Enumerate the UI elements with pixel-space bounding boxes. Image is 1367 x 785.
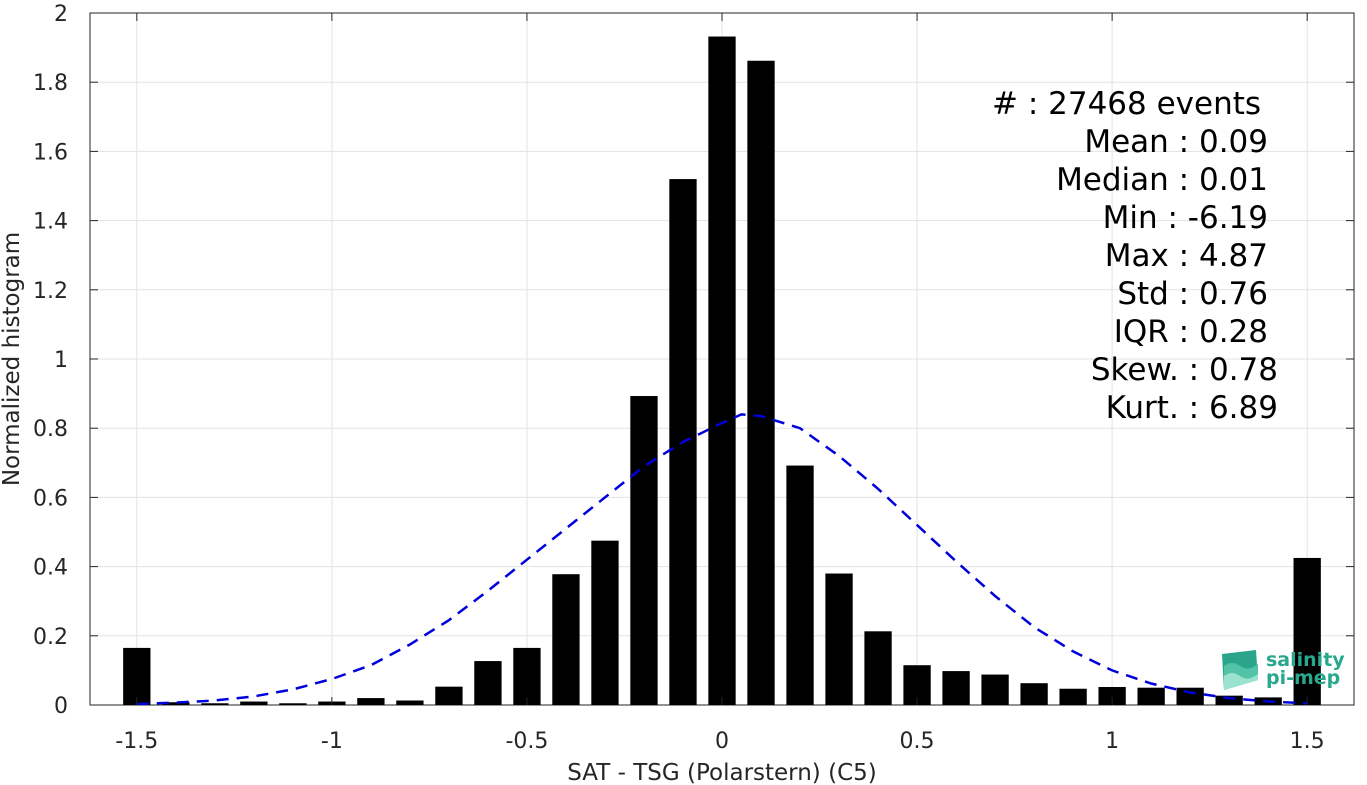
bar [396, 700, 424, 705]
y-tick-label: 0 [54, 694, 68, 719]
bar [591, 540, 619, 705]
y-tick-label: 0.2 [33, 625, 68, 650]
bar [240, 701, 268, 705]
x-axis-label: SAT - TSG (Polarstern) (C5) [567, 760, 876, 785]
stat-std: Std : 0.76 [1117, 276, 1268, 312]
y-tick-label: 2 [54, 2, 68, 27]
bar [513, 647, 541, 705]
logo-text-line1: salinity [1266, 649, 1345, 671]
x-tick-label: 0.5 [900, 729, 935, 754]
bar [786, 465, 814, 705]
y-tick-label: 1.8 [33, 71, 68, 96]
y-tick-label: 0.8 [33, 417, 68, 442]
stat-max: Max : 4.87 [1104, 238, 1268, 274]
y-tick-label: 1.4 [33, 210, 68, 235]
bar [630, 396, 658, 705]
x-tick-label: 0 [715, 729, 729, 754]
y-tick-label: 0.6 [33, 486, 68, 511]
y-tick-label: 1.2 [33, 279, 68, 304]
bar [552, 574, 580, 705]
x-tick-label: 1.5 [1290, 729, 1325, 754]
bar [474, 661, 502, 705]
y-tick-label: 1.6 [33, 140, 68, 165]
x-axis-ticks: -1.5 -1 -0.5 0 0.5 1 1.5 [115, 13, 1325, 754]
bar [1098, 687, 1126, 705]
bar [1020, 683, 1048, 705]
bar [1176, 687, 1204, 705]
bar [201, 703, 229, 705]
x-tick-label: -0.5 [505, 729, 548, 754]
bar [357, 698, 385, 705]
bar [435, 686, 463, 705]
logo-text-line2: pi-mep [1266, 667, 1341, 689]
bar [1293, 557, 1321, 705]
y-axis-label: Normalized histogram [0, 232, 25, 486]
bar [1059, 688, 1087, 705]
salinity-pimep-logo: salinity pi-mep [1216, 646, 1356, 696]
bar [981, 674, 1009, 705]
bar-series [123, 36, 1321, 706]
bar [825, 573, 853, 705]
y-tick-label: 1 [54, 348, 68, 373]
stat-iqr: IQR : 0.28 [1113, 314, 1268, 350]
stat-mean: Mean : 0.09 [1084, 124, 1268, 160]
y-axis-ticks: 0 0.2 0.4 0.6 0.8 1 1.2 1.4 1.6 1.8 2 [33, 2, 1354, 719]
bar [1137, 687, 1165, 705]
bar [864, 631, 892, 705]
bar [279, 703, 307, 705]
stat-min: Min : -6.19 [1102, 200, 1268, 236]
bar [747, 60, 775, 706]
bar [708, 36, 736, 705]
stat-skew: Skew. : 0.78 [1090, 352, 1278, 388]
bar [123, 647, 151, 705]
bar [942, 671, 970, 705]
x-tick-label: -1.5 [115, 729, 158, 754]
x-tick-label: 1 [1105, 729, 1119, 754]
stat-kurt: Kurt. : 6.89 [1105, 390, 1278, 426]
stat-median: Median : 0.01 [1056, 162, 1268, 198]
bar [1215, 695, 1243, 705]
y-tick-label: 0.4 [33, 556, 68, 581]
bar [162, 702, 190, 705]
x-tick-label: -1 [321, 729, 343, 754]
wave-logo-icon [1222, 650, 1258, 690]
normal-fit-curve [136, 413, 1308, 706]
stat-count: # : 27468 events [992, 86, 1262, 122]
